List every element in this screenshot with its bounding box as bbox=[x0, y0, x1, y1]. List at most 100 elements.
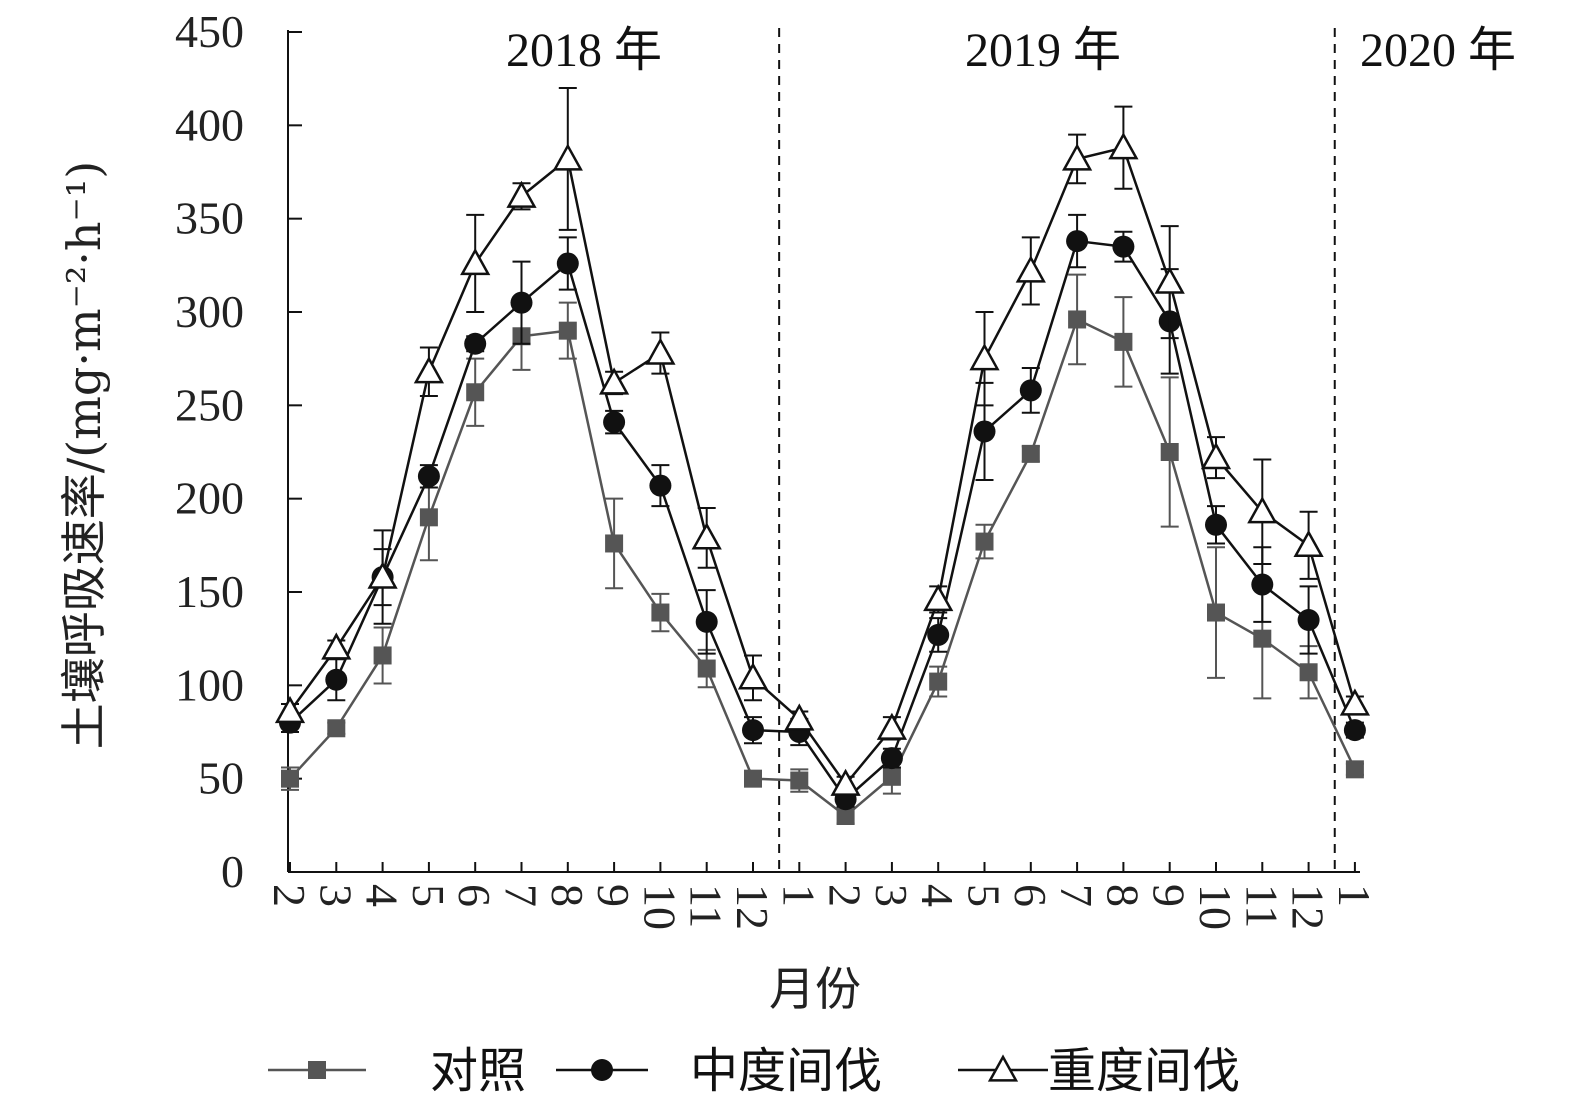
x-tick-label: 10 bbox=[634, 884, 685, 930]
x-tick-label: 10 bbox=[1190, 884, 1241, 930]
data-point-triangle bbox=[830, 768, 861, 796]
data-point-square bbox=[1207, 603, 1225, 622]
data-point-square bbox=[1253, 629, 1272, 648]
series-square bbox=[281, 273, 1364, 825]
data-point-square bbox=[466, 383, 485, 402]
data-point-square bbox=[1299, 663, 1318, 682]
legend-item-triangle: 重度间伐 bbox=[958, 1043, 1240, 1099]
y-tick-label: 250 bbox=[175, 379, 244, 430]
x-tick-label: 5 bbox=[403, 884, 454, 907]
x-tick-label: 2 bbox=[820, 884, 871, 907]
x-tick-label: 12 bbox=[1283, 884, 1334, 930]
data-point-triangle bbox=[460, 247, 491, 276]
x-axis-title: 月份 bbox=[769, 962, 861, 1016]
x-tick-label: 11 bbox=[681, 884, 732, 928]
y-tick-label: 0 bbox=[221, 846, 244, 897]
x-tick-label: 5 bbox=[959, 884, 1010, 907]
y-tick-label: 100 bbox=[175, 659, 244, 710]
data-point-square bbox=[790, 771, 809, 790]
data-point-circle bbox=[1297, 609, 1320, 631]
data-point-triangle bbox=[598, 367, 630, 395]
data-point-circle bbox=[742, 719, 764, 742]
x-tick-label: 3 bbox=[866, 884, 917, 907]
data-point-circle bbox=[1112, 235, 1135, 258]
y-tick-label: 350 bbox=[175, 193, 244, 244]
legend-marker-circle bbox=[591, 1059, 613, 1081]
legend-label: 对照 bbox=[430, 1043, 526, 1099]
data-point-circle bbox=[556, 252, 579, 275]
x-tick-label: 6 bbox=[449, 884, 500, 907]
data-point-circle bbox=[927, 623, 950, 646]
y-tick-label: 400 bbox=[175, 99, 244, 150]
data-point-circle bbox=[603, 411, 626, 434]
data-point-triangle bbox=[1293, 529, 1324, 557]
data-point-triangle bbox=[1061, 143, 1093, 171]
series-line bbox=[288, 146, 1357, 787]
data-point-square bbox=[836, 807, 855, 825]
data-point-triangle bbox=[1015, 255, 1046, 283]
data-point-triangle bbox=[413, 356, 445, 384]
y-tick-label: 200 bbox=[175, 473, 244, 524]
data-point-square bbox=[697, 659, 716, 678]
data-point-circle bbox=[1251, 573, 1274, 596]
series-triangle bbox=[274, 87, 1371, 796]
data-point-circle bbox=[417, 465, 440, 488]
x-tick-label: 4 bbox=[357, 884, 408, 907]
data-point-circle bbox=[1066, 230, 1089, 253]
data-point-triangle bbox=[784, 703, 815, 731]
year-label-2020: 2020 年 bbox=[1360, 24, 1516, 77]
x-tick-label: 9 bbox=[588, 884, 639, 907]
data-point-square bbox=[744, 769, 762, 788]
year-dividers bbox=[778, 28, 1336, 872]
data-point-triangle bbox=[321, 632, 352, 660]
year-label-2019: 2019 年 bbox=[965, 24, 1121, 77]
data-point-triangle bbox=[645, 337, 676, 365]
year-label-2018: 2018 年 bbox=[506, 24, 662, 77]
data-point-square bbox=[651, 603, 670, 622]
y-tick-label: 50 bbox=[198, 753, 244, 804]
legend: 对照 中度间伐 重度间伐 bbox=[268, 1043, 1240, 1099]
data-point-triangle bbox=[552, 143, 583, 171]
data-point-triangle bbox=[1247, 496, 1278, 524]
data-point-circle bbox=[325, 668, 348, 691]
data-point-square bbox=[281, 769, 299, 788]
data-point-square bbox=[373, 646, 392, 665]
y-tick-label: 450 bbox=[175, 6, 244, 57]
data-point-triangle bbox=[737, 662, 769, 690]
data-point-triangle bbox=[274, 695, 306, 724]
data-point-circle bbox=[880, 747, 903, 770]
data-point-circle bbox=[510, 291, 533, 314]
data-point-square bbox=[327, 719, 346, 738]
data-point-square bbox=[1160, 443, 1179, 461]
data-point-square bbox=[1021, 444, 1040, 463]
data-point-square bbox=[1345, 760, 1364, 779]
data-point-square bbox=[929, 672, 948, 691]
legend-item-square: 对照 bbox=[268, 1043, 526, 1099]
legend-label: 重度间伐 bbox=[1048, 1043, 1240, 1099]
data-point-triangle bbox=[876, 712, 908, 740]
data-point-triangle bbox=[1200, 442, 1232, 470]
x-tick-label: 11 bbox=[1236, 884, 1287, 928]
data-point-triangle bbox=[691, 522, 722, 550]
data-point-triangle bbox=[923, 583, 954, 612]
x-tick-label: 7 bbox=[496, 884, 547, 907]
data-point-square bbox=[558, 321, 577, 340]
data-point-circle bbox=[973, 420, 996, 443]
data-point-triangle bbox=[1339, 688, 1371, 716]
series-line bbox=[289, 239, 1357, 802]
y-axis-title: 土壤呼吸速率/(mg·m⁻²·h⁻¹) bbox=[57, 161, 111, 749]
legend-item-circle: 中度间伐 bbox=[556, 1043, 882, 1099]
x-tick-label: 2 bbox=[264, 884, 315, 907]
x-tick-label: 8 bbox=[1097, 884, 1148, 907]
x-tick-label: 9 bbox=[1144, 884, 1195, 907]
data-point-triangle bbox=[506, 180, 537, 208]
x-tick-label: 12 bbox=[727, 884, 778, 930]
x-tick-label: 7 bbox=[1051, 884, 1102, 907]
data-point-triangle bbox=[367, 561, 398, 589]
y-ticks: 0 50 100 150 200 250 300 350 400 450 bbox=[175, 6, 302, 897]
x-tick-label: 1 bbox=[773, 884, 824, 907]
data-point-square bbox=[419, 508, 438, 527]
x-tick-label: 4 bbox=[912, 884, 963, 907]
data-point-triangle bbox=[1108, 132, 1139, 160]
